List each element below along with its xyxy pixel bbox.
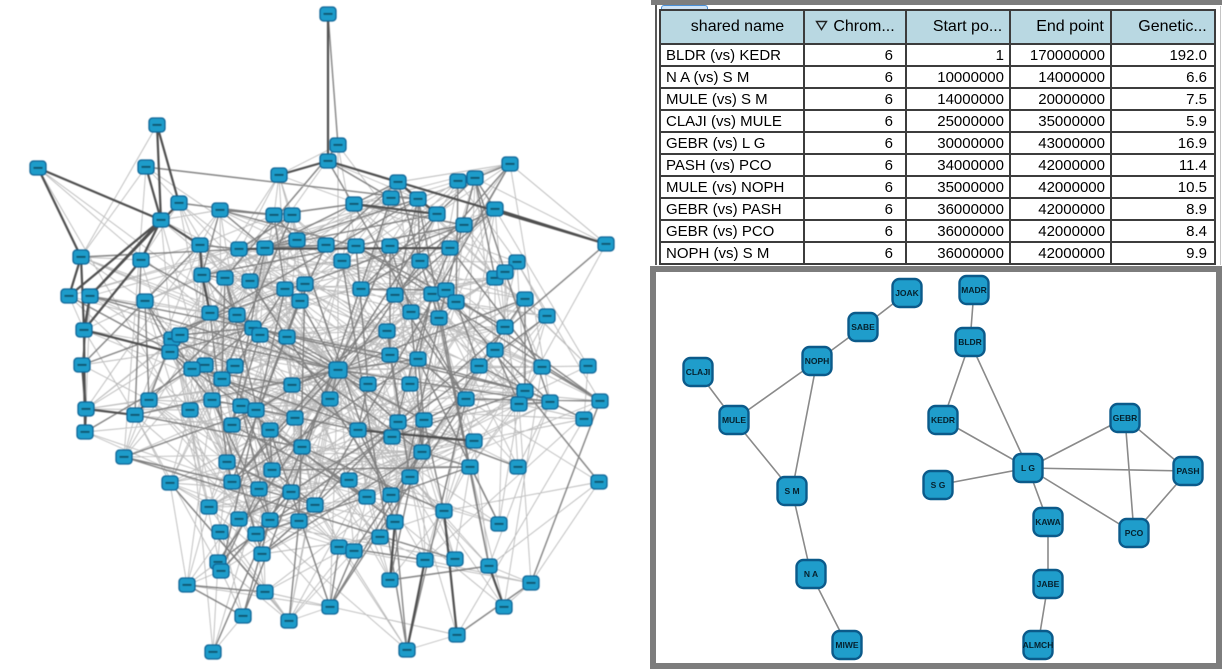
svg-text:MADR: MADR [961, 285, 987, 295]
svg-text:SABE: SABE [851, 322, 875, 332]
svg-text:ALMCH: ALMCH [1023, 640, 1054, 650]
svg-text:N A: N A [804, 569, 818, 579]
svg-text:S M: S M [784, 486, 799, 496]
svg-text:BLDR: BLDR [958, 337, 982, 347]
svg-text:MULE: MULE [722, 415, 746, 425]
svg-text:JOAK: JOAK [895, 288, 919, 298]
svg-text:CLAJI: CLAJI [686, 367, 711, 377]
svg-text:GEBR: GEBR [1113, 413, 1138, 423]
svg-text:JABE: JABE [1037, 579, 1060, 589]
svg-text:MIWE: MIWE [835, 640, 858, 650]
svg-text:PCO: PCO [1125, 528, 1144, 538]
svg-text:PASH: PASH [1177, 466, 1200, 476]
svg-text:KEDR: KEDR [931, 415, 955, 425]
svg-text:NOPH: NOPH [805, 356, 830, 366]
svg-text:S G: S G [931, 480, 946, 490]
svg-text:L G: L G [1021, 463, 1035, 473]
svg-text:KAWA: KAWA [1035, 517, 1061, 527]
